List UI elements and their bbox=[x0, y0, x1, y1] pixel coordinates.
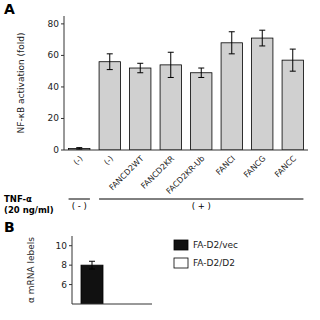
error-bar-cap bbox=[290, 49, 296, 50]
error-bar-stem bbox=[140, 63, 141, 72]
error-bar-cap bbox=[259, 45, 265, 46]
bar bbox=[282, 60, 303, 150]
y-axis-label: NF-κB activation (fold) bbox=[16, 33, 26, 134]
error-bar-cap bbox=[137, 72, 143, 73]
group-line bbox=[69, 199, 90, 200]
error-bar-cap bbox=[259, 30, 265, 31]
bar bbox=[81, 265, 103, 304]
error-bar bbox=[76, 148, 82, 150]
y-tick-label: 8 bbox=[61, 260, 67, 270]
group-label: ( - ) bbox=[72, 201, 87, 211]
bars bbox=[81, 261, 103, 304]
y-tick bbox=[69, 245, 72, 246]
error-bar-stem bbox=[262, 30, 263, 46]
bar bbox=[191, 73, 212, 150]
bar bbox=[160, 65, 181, 150]
group-label: ( + ) bbox=[192, 201, 211, 211]
y-tick-label: 0 bbox=[53, 145, 59, 155]
y-tick bbox=[61, 118, 64, 119]
panel-label: A bbox=[4, 1, 15, 17]
panel-label: B bbox=[4, 219, 15, 235]
error-bar bbox=[89, 261, 95, 269]
y-tick bbox=[61, 55, 64, 56]
error-bar-cap bbox=[198, 77, 204, 78]
error-bar-cap bbox=[198, 68, 204, 69]
error-bar-cap bbox=[76, 147, 82, 148]
error-bar-stem bbox=[109, 54, 110, 70]
legend-swatch bbox=[174, 258, 188, 268]
error-bar bbox=[290, 49, 296, 71]
x-tick-label: FANCD2WT bbox=[107, 154, 145, 192]
bars bbox=[69, 30, 304, 150]
error-bar-stem bbox=[292, 49, 293, 71]
error-bar-cap bbox=[107, 69, 113, 70]
x-tick-label: (-) bbox=[102, 154, 115, 167]
bar bbox=[221, 43, 242, 150]
y-tick bbox=[61, 150, 64, 151]
error-bar bbox=[229, 32, 235, 54]
error-bar bbox=[259, 30, 265, 46]
error-bar bbox=[107, 54, 113, 70]
error-bar-cap bbox=[89, 269, 95, 270]
error-bar-cap bbox=[229, 31, 235, 32]
bar bbox=[130, 68, 151, 150]
panel-a: 020406080NF-κB activation (fold)A(-)(-)F… bbox=[4, 1, 308, 215]
error-bar-stem bbox=[201, 68, 202, 77]
error-bar-stem bbox=[92, 261, 93, 269]
x-tick-label: FANCI bbox=[214, 154, 237, 177]
error-bar-cap bbox=[89, 261, 95, 262]
y-tick bbox=[61, 23, 64, 24]
bar bbox=[252, 38, 273, 150]
x-tick-label: (-) bbox=[72, 154, 85, 167]
error-bar-cap bbox=[137, 63, 143, 64]
error-bar-stem bbox=[231, 32, 232, 54]
y-tick-label: 60 bbox=[48, 50, 60, 60]
group-title: TNF-α bbox=[4, 194, 32, 204]
legend-swatch bbox=[174, 240, 188, 250]
x-tick-label: FANCC bbox=[273, 154, 298, 179]
error-bar-stem bbox=[170, 52, 171, 77]
y-tick bbox=[61, 86, 64, 87]
y-tick-label: 6 bbox=[61, 280, 67, 290]
legend-label: FA-D2/D2 bbox=[193, 258, 235, 268]
x-axis-line bbox=[64, 150, 308, 151]
y-tick bbox=[69, 265, 72, 266]
group-title: (20 ng/ml) bbox=[4, 205, 54, 215]
panel-b: 6 8 10 α mRNA lebels B FA-D2/vec FA-D2/D2 bbox=[4, 219, 238, 320]
error-bar-cap bbox=[290, 71, 296, 72]
x-axis-line bbox=[72, 304, 152, 305]
group-line bbox=[99, 199, 303, 200]
error-bar bbox=[198, 68, 204, 77]
error-bar-cap bbox=[168, 52, 174, 53]
bar bbox=[99, 62, 120, 150]
y-tick-label: 80 bbox=[48, 19, 60, 29]
error-bar-cap bbox=[168, 77, 174, 78]
x-tick-label: FACD2KR-Ub bbox=[165, 154, 207, 196]
error-bar-cap bbox=[107, 53, 113, 54]
chart-root: 020406080NF-κB activation (fold)A(-)(-)F… bbox=[0, 0, 320, 320]
error-bar-cap bbox=[229, 53, 235, 54]
y-tick bbox=[69, 284, 72, 285]
y-axis-label: α mRNA lebels bbox=[26, 237, 36, 303]
legend: FA-D2/vec FA-D2/D2 bbox=[174, 240, 238, 268]
y-axis-line bbox=[64, 16, 65, 150]
y-tick-label: 40 bbox=[48, 82, 60, 92]
error-bar bbox=[137, 63, 143, 72]
legend-label: FA-D2/vec bbox=[193, 240, 238, 250]
error-bar bbox=[168, 52, 174, 77]
y-tick-label: 10 bbox=[56, 241, 68, 251]
x-tick-label: FANCG bbox=[242, 154, 268, 180]
y-tick-label: 20 bbox=[48, 113, 60, 123]
